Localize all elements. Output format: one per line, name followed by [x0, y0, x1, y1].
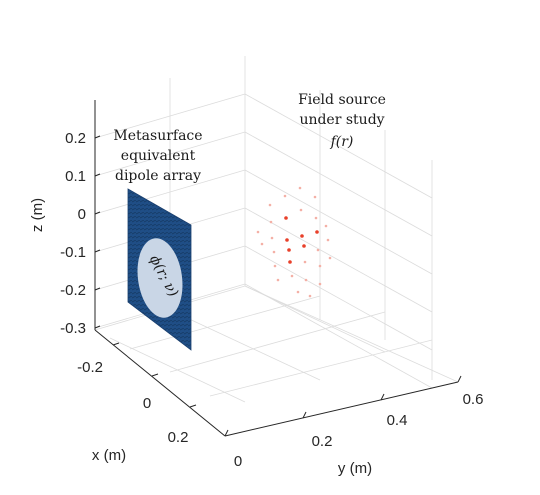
source-point [272, 250, 276, 254]
grid-line [244, 285, 386, 353]
y-tick-mark [380, 393, 385, 401]
grid-line [94, 131, 246, 177]
z-tick-label: 0 [78, 206, 86, 223]
grid-line [244, 245, 433, 351]
z-tick-mark [94, 287, 101, 291]
field-source-line-2: under study [299, 112, 384, 128]
y-axis-label: y (m) [338, 460, 372, 477]
source-point [260, 242, 264, 246]
grid-line [244, 285, 459, 383]
source-point [328, 256, 332, 260]
field-source-points [256, 186, 332, 298]
z-ticks: 0.2 0.1 0 -0.1 -0.2 -0.3 [60, 130, 101, 337]
axes-lines [94, 100, 459, 437]
z-tick-label: -0.3 [60, 320, 86, 337]
source-point [324, 224, 328, 228]
source-point [318, 264, 322, 268]
y-tick-label: 0.2 [312, 433, 333, 450]
source-point [273, 264, 277, 268]
x-axis-label: x (m) [92, 447, 126, 464]
grid-line [244, 169, 433, 275]
source-point [285, 238, 289, 242]
source-point [288, 260, 292, 264]
field-source-annotation: Field source under study f(r) [298, 92, 386, 150]
metasurface-line-1: Metasurface [113, 128, 202, 144]
z-tick-label: -0.2 [60, 282, 86, 299]
source-point [268, 203, 272, 207]
y-tick-label: 0 [234, 453, 242, 470]
y-axis-line [224, 381, 459, 437]
grid-line [244, 131, 433, 237]
z-tick-label: 0.2 [65, 130, 86, 147]
grid-line [244, 93, 433, 199]
z-tick-mark [94, 325, 101, 329]
source-point [276, 278, 280, 282]
source-point [326, 238, 330, 242]
y-tick-mark [302, 411, 307, 419]
x-tick-label: 0 [143, 395, 151, 412]
source-point [284, 216, 288, 220]
z-tick-label: 0.1 [65, 168, 86, 185]
x-tick-mark [112, 342, 120, 346]
source-point [256, 230, 260, 234]
source-point [287, 248, 291, 252]
z-tick-mark [94, 135, 101, 139]
y-tick-mark [457, 375, 462, 383]
y-ticks: 0 0.2 0.4 0.6 [224, 375, 484, 470]
x-tick-mark [189, 404, 197, 408]
phi-disk [137, 238, 183, 318]
source-point [270, 236, 274, 240]
source-point [313, 195, 317, 199]
source-point [298, 186, 302, 190]
z-tick-mark [94, 211, 101, 215]
source-point [316, 248, 320, 252]
field-source-line-3: f(r) [330, 134, 354, 150]
grid-line [209, 339, 433, 397]
source-point [308, 294, 312, 298]
x-tick-label: 0.2 [168, 429, 189, 446]
source-point [299, 208, 303, 212]
grid-line [169, 311, 386, 373]
grid-line [94, 169, 246, 215]
y-tick-label: 0.6 [463, 391, 484, 408]
metasurface-panel: ϕ(r; ν) [127, 188, 192, 351]
source-point [315, 230, 319, 234]
grid-line [129, 295, 321, 350]
x-axis-line [94, 329, 226, 437]
y-tick-label: 0.4 [387, 412, 408, 429]
source-point [304, 278, 308, 282]
z-tick-mark [94, 173, 101, 177]
grid-line [169, 309, 321, 381]
x-tick-label: -0.2 [77, 359, 103, 376]
source-point [283, 194, 287, 198]
y-tick-mark [224, 429, 229, 437]
grid-line [244, 207, 433, 313]
metasurface-line-2: equivalent [121, 148, 196, 164]
source-point [269, 220, 273, 224]
source-point [290, 274, 294, 278]
field-source-line-1: Field source [298, 92, 386, 108]
grid-line [109, 337, 246, 403]
grid-line [244, 283, 433, 389]
source-point [300, 234, 304, 238]
metasurface-line-3: dipole array [115, 168, 201, 184]
x-ticks: -0.2 0 0.2 [77, 342, 197, 446]
metasurface-annotation: Metasurface equivalent dipole array [113, 128, 202, 184]
z-tick-mark [94, 249, 101, 253]
source-point [303, 260, 307, 264]
source-point [314, 216, 318, 220]
grid-lines [94, 56, 459, 403]
source-point [296, 290, 300, 294]
x-tick-mark [151, 373, 159, 377]
z-tick-label: -0.1 [60, 244, 86, 261]
grid-line [94, 93, 246, 139]
z-axis-label: z (m) [29, 198, 46, 232]
source-point [318, 282, 322, 286]
source-point [302, 244, 306, 248]
